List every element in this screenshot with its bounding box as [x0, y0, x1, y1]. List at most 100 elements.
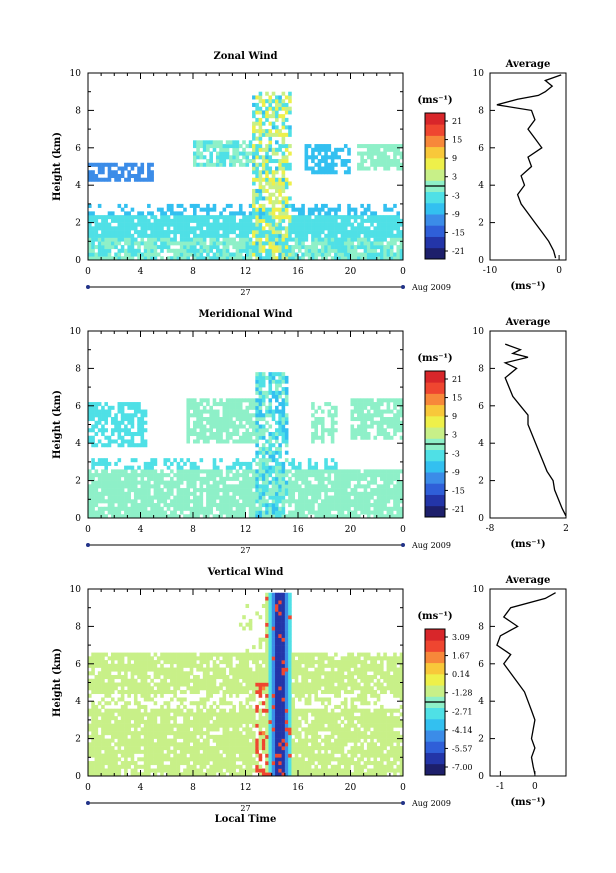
- heatmap-cell: [399, 252, 404, 257]
- heatmap-cell: [396, 495, 401, 500]
- heatmap-cell: [255, 383, 259, 388]
- heatmap-cell: [196, 499, 200, 504]
- heatmap-cell: [147, 697, 151, 702]
- heatmap-cell: [255, 230, 259, 235]
- heatmap-cell: [133, 663, 138, 668]
- heatmap-cell: [261, 431, 266, 437]
- heatmap-cell: [222, 656, 227, 661]
- heatmap-cell: [130, 465, 135, 470]
- heatmap-cell: [107, 753, 112, 758]
- heatmap-cell: [212, 671, 217, 676]
- heatmap-cell: [173, 222, 177, 227]
- heatmap-cell: [176, 252, 181, 257]
- heatmap-cell: [107, 682, 112, 687]
- heatmap-cell: [301, 230, 305, 235]
- heatmap-cell: [255, 106, 259, 111]
- heatmap-cell: [298, 503, 302, 508]
- heatmap-cell: [91, 656, 95, 661]
- heatmap-cell: [166, 656, 171, 661]
- heatmap-cell: [130, 663, 135, 668]
- heatmap-cell: [350, 424, 355, 429]
- heatmap-cell: [393, 469, 397, 474]
- heatmap-cell: [107, 727, 112, 732]
- heatmap-cell: [350, 503, 355, 508]
- heatmap-cell: [353, 473, 358, 478]
- heatmap-cell: [143, 712, 148, 717]
- heatmap-cell: [91, 510, 95, 515]
- heatmap-cell: [193, 207, 197, 212]
- heatmap-cell: [399, 506, 404, 511]
- heatmap-cell: [265, 207, 269, 212]
- heatmap-cell: [380, 503, 384, 508]
- heatmap-cell: [88, 671, 92, 676]
- heatmap-cell: [330, 230, 335, 235]
- heatmap-cell: [170, 671, 174, 676]
- heatmap-cell: [298, 484, 302, 489]
- heatmap-cell: [386, 424, 391, 429]
- heatmap-cell: [153, 252, 158, 257]
- heatmap-cell: [229, 241, 233, 246]
- heatmap-cell: [304, 162, 309, 167]
- heatmap-cell: [215, 431, 220, 437]
- heatmap-cell: [186, 428, 191, 433]
- heatmap-cell: [199, 144, 204, 149]
- heatmap-cell: [186, 484, 191, 489]
- heatmap-cell: [124, 689, 128, 695]
- heatmap-cell: [88, 499, 92, 504]
- heatmap-cell: [343, 491, 348, 496]
- heatmap-cell: [166, 230, 171, 235]
- heatmap-cell: [133, 222, 138, 227]
- heatmap-cell: [225, 245, 230, 250]
- heatmap-cell: [212, 734, 217, 739]
- heatmap-cell: [147, 495, 151, 500]
- heatmap-cell: [140, 514, 145, 519]
- heatmap-cell: [330, 417, 335, 422]
- heatmap-cell: [107, 656, 112, 661]
- heatmap-cell: [370, 155, 374, 160]
- heatmap-cell: [376, 469, 381, 474]
- heatmap-cell: [147, 719, 151, 724]
- heatmap-cell: [347, 248, 351, 253]
- heatmap-cell: [166, 768, 171, 773]
- heatmap-cell: [153, 667, 158, 672]
- heatmap-cell: [114, 701, 118, 706]
- heatmap-cell: [209, 510, 213, 515]
- heatmap-cell: [130, 207, 135, 212]
- heatmap-cell: [399, 510, 404, 515]
- heatmap-cell: [347, 484, 351, 489]
- heatmap-cell: [275, 215, 279, 220]
- heatmap-cell: [373, 166, 378, 171]
- heatmap-cell: [117, 252, 122, 257]
- heatmap-cell: [147, 218, 151, 223]
- heatmap-cell: [222, 439, 227, 444]
- heatmap-cell: [124, 701, 128, 706]
- heatmap-cell: [314, 417, 318, 422]
- heatmap-cell: [399, 469, 404, 474]
- heatmap-cell: [298, 510, 302, 515]
- heatmap-cell: [238, 159, 243, 164]
- heatmap-cell: [120, 473, 125, 478]
- heatmap-cell: [229, 218, 233, 223]
- heatmap-cell: [334, 215, 338, 220]
- heatmap-cell: [170, 222, 174, 227]
- heatmap-cell: [206, 772, 210, 777]
- heatmap-cell: [238, 409, 243, 414]
- heatmap-cell: [268, 372, 273, 377]
- heatmap-cell: [235, 473, 240, 478]
- heatmap-cell: [278, 211, 282, 216]
- heatmap-cell: [101, 764, 105, 769]
- heatmap-cell: [373, 480, 378, 485]
- heatmap-cell: [301, 499, 305, 504]
- heatmap-cell: [278, 102, 282, 107]
- heatmap-cell: [360, 409, 364, 414]
- heatmap-cell: [183, 671, 187, 676]
- heatmap-cell: [127, 753, 131, 758]
- heatmap-cell: [380, 424, 384, 429]
- heatmap-cell: [327, 155, 332, 160]
- heatmap-cell: [206, 428, 210, 433]
- heatmap-cell: [225, 469, 230, 474]
- heatmap-cell: [120, 689, 125, 695]
- heatmap-cell: [127, 712, 131, 717]
- heatmap-cell: [353, 499, 358, 504]
- heatmap-cell: [183, 742, 187, 747]
